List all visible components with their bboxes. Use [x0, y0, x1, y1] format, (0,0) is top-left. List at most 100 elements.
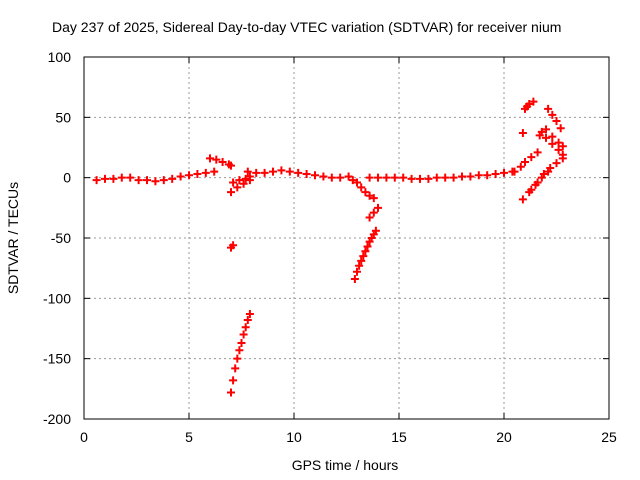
- data-point: [533, 148, 542, 157]
- data-point: [348, 176, 357, 185]
- data-point: [212, 155, 221, 164]
- x-tick-label: 25: [601, 429, 617, 445]
- series-steep-7.5: [227, 310, 254, 397]
- series-isolated-13.8: [365, 203, 382, 222]
- x-tick-label: 0: [80, 429, 88, 445]
- data-point: [239, 179, 248, 188]
- data-point: [529, 97, 538, 106]
- data-point: [548, 139, 557, 148]
- data-point: [548, 110, 557, 119]
- data-point: [235, 176, 244, 185]
- data-point: [327, 173, 336, 182]
- series-tail-21g: [542, 125, 567, 151]
- y-tick-label: -200: [43, 411, 71, 427]
- series-tail-21d: [521, 97, 538, 113]
- data-point: [407, 174, 416, 183]
- data-point: [319, 172, 328, 181]
- data-point: [365, 191, 374, 200]
- data-point: [231, 364, 240, 373]
- x-tick-label: 5: [185, 429, 193, 445]
- data-point: [363, 242, 372, 251]
- y-tick-label: -100: [43, 290, 71, 306]
- data-point: [357, 183, 366, 192]
- data-point: [552, 116, 561, 125]
- data-point: [458, 172, 466, 181]
- y-tick-label: -150: [43, 351, 71, 367]
- series-isolated-7: [227, 241, 238, 252]
- data-point: [176, 172, 185, 181]
- data-point: [441, 173, 450, 182]
- data-point: [552, 159, 561, 168]
- data-point: [201, 168, 210, 177]
- data-point: [371, 226, 380, 235]
- data-point: [558, 142, 567, 151]
- data-point: [527, 185, 536, 194]
- x-axis-label: GPS time / hours: [292, 457, 399, 473]
- data-point: [554, 145, 563, 154]
- series-arc-6.5: [206, 154, 235, 170]
- data-point: [243, 316, 252, 325]
- data-point: [359, 252, 368, 261]
- data-point: [229, 376, 238, 385]
- data-point: [548, 132, 557, 141]
- series-steep-13.5: [350, 226, 380, 284]
- series-tail-21b: [518, 167, 553, 204]
- x-tick-label: 20: [496, 429, 512, 445]
- data-points: [92, 97, 567, 397]
- data-point: [516, 162, 525, 171]
- data-point: [353, 178, 361, 187]
- data-point: [466, 172, 475, 181]
- data-point: [416, 174, 424, 183]
- data-point: [449, 173, 458, 182]
- data-point: [92, 176, 101, 185]
- y-tick-label: 0: [63, 170, 71, 186]
- data-point: [510, 167, 519, 176]
- data-point: [311, 171, 319, 180]
- data-point: [374, 173, 382, 182]
- data-point: [277, 166, 286, 175]
- data-point: [399, 173, 408, 182]
- data-point: [350, 275, 359, 284]
- data-point: [241, 174, 250, 183]
- data-point: [229, 241, 238, 250]
- data-point: [542, 133, 550, 142]
- data-point: [143, 176, 151, 185]
- data-point: [355, 261, 364, 270]
- ticks: 0 5 10 15 20 25 -200 -150 -100 -50 0 50 100: [43, 49, 617, 445]
- data-point: [361, 247, 370, 256]
- data-point: [243, 167, 252, 176]
- data-point: [353, 267, 361, 276]
- data-point: [210, 167, 219, 176]
- series-tail-isolated: [518, 129, 544, 140]
- data-point: [521, 157, 529, 166]
- series-baseline-2: [243, 166, 353, 182]
- data-point: [491, 170, 500, 179]
- data-point: [544, 104, 553, 113]
- data-point: [382, 173, 391, 182]
- data-point: [252, 168, 261, 177]
- data-point: [424, 174, 433, 183]
- series-tail-21f: [544, 104, 565, 133]
- data-point: [365, 173, 374, 182]
- data-point: [518, 195, 527, 204]
- data-point: [206, 154, 214, 163]
- data-point: [474, 171, 483, 180]
- data-point: [134, 176, 143, 185]
- chart-title: Day 237 of 2025, Sidereal Day-to-day VTE…: [52, 19, 561, 35]
- data-point: [185, 171, 193, 180]
- series-baseline-1: [92, 167, 219, 186]
- data-point: [241, 323, 250, 332]
- data-point: [117, 173, 126, 182]
- y-tick-label: 50: [55, 109, 71, 125]
- data-point: [361, 188, 370, 197]
- data-point: [233, 183, 242, 192]
- data-point: [390, 173, 399, 182]
- x-tick-label: 10: [286, 429, 302, 445]
- data-point: [218, 157, 227, 166]
- data-point: [533, 178, 542, 187]
- series-tail-21a: [510, 148, 542, 176]
- data-point: [336, 173, 345, 182]
- data-point: [344, 172, 353, 181]
- data-point: [432, 173, 441, 182]
- y-tick-label: -50: [51, 230, 71, 246]
